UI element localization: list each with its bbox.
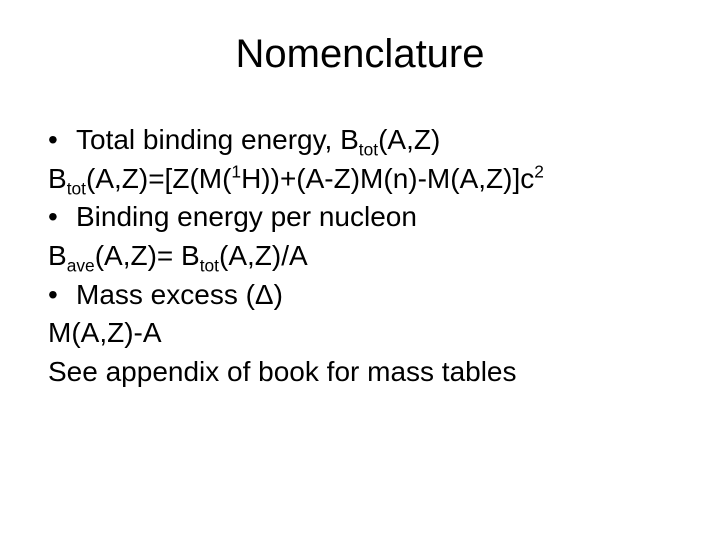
superscript: 2 xyxy=(534,161,544,181)
text: M(A,Z)-A xyxy=(48,317,162,348)
superscript: 1 xyxy=(231,161,241,181)
line-6: M(A,Z)-A xyxy=(48,314,672,353)
bullet-icon: • xyxy=(48,198,76,237)
text: (A,Z)=[Z(M( xyxy=(86,163,231,194)
line-1: •Total binding energy, Btot(A,Z) xyxy=(48,121,672,160)
line-7: See appendix of book for mass tables xyxy=(48,353,672,392)
bullet-icon: • xyxy=(48,276,76,315)
line-4: Bave(A,Z)= Btot(A,Z)/A xyxy=(48,237,672,276)
subscript: tot xyxy=(200,255,219,275)
text: B xyxy=(48,240,67,271)
subscript: ave xyxy=(67,255,95,275)
slide-title: Nomenclature xyxy=(48,32,672,77)
slide-content: •Total binding energy, Btot(A,Z) Btot(A,… xyxy=(48,121,672,391)
text: (A,Z)/A xyxy=(219,240,308,271)
text: Total binding energy, B xyxy=(76,124,359,155)
text: Binding energy per nucleon xyxy=(76,201,417,232)
text: Mass excess (Δ) xyxy=(76,279,283,310)
text: (A,Z) xyxy=(378,124,440,155)
subscript: tot xyxy=(67,178,86,198)
text: (A,Z)= B xyxy=(95,240,200,271)
text: B xyxy=(48,163,67,194)
subscript: tot xyxy=(359,140,378,160)
text: See appendix of book for mass tables xyxy=(48,356,517,387)
line-5: •Mass excess (Δ) xyxy=(48,276,672,315)
line-3: •Binding energy per nucleon xyxy=(48,198,672,237)
line-2: Btot(A,Z)=[Z(M(1H))+(A-Z)M(n)-M(A,Z)]c2 xyxy=(48,160,672,199)
text: H))+(A-Z)M(n)-M(A,Z)]c xyxy=(241,163,534,194)
bullet-icon: • xyxy=(48,121,76,160)
